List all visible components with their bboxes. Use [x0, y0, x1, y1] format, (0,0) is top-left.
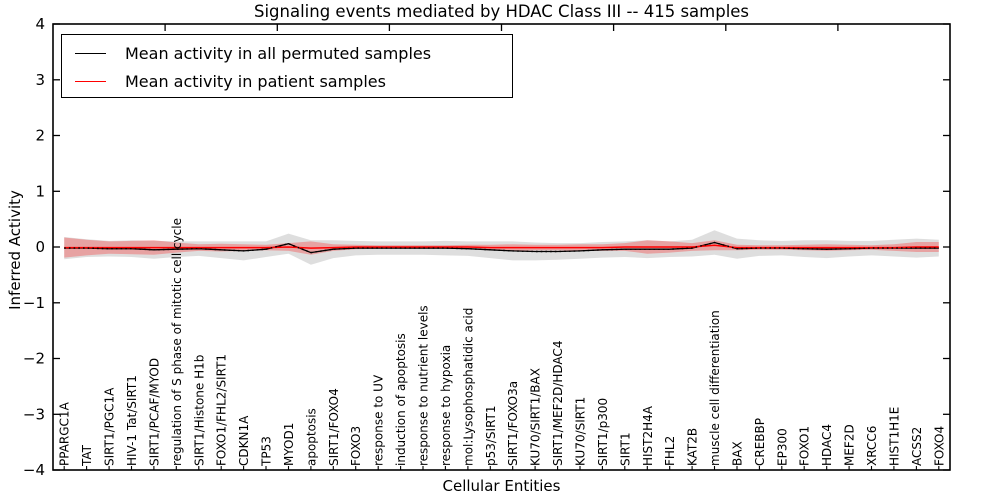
x-category-label: CDKN1A: [237, 415, 251, 466]
x-category-label: FOXO3: [349, 426, 363, 466]
x-category-label: PPARGC1A: [58, 401, 72, 466]
y-tick-label: 3: [35, 71, 45, 89]
x-category-label: EP300: [775, 428, 789, 466]
y-tick-label: −2: [23, 350, 45, 368]
y-tick-label: 1: [35, 182, 45, 200]
x-category-label: response to nutrient levels: [417, 305, 431, 466]
x-category-label: SIRT1/Histone H1b: [192, 355, 206, 466]
x-category-label: mol:Lysophosphatidic acid: [461, 308, 475, 466]
legend-label: Mean activity in all permuted samples: [125, 43, 432, 63]
y-tick-label: −3: [23, 405, 45, 423]
x-category-label: muscle cell differentiation: [708, 310, 722, 466]
x-category-label: response to UV: [372, 374, 386, 466]
x-category-label: p53/SIRT1: [484, 405, 498, 466]
x-category-label: TP53: [260, 436, 274, 467]
y-tick-label: −4: [23, 461, 45, 479]
black-line-swatch: [75, 52, 106, 54]
red-line-swatch: [75, 80, 106, 82]
x-category-label: SIRT1/p300: [596, 398, 610, 466]
legend-label: Mean activity in patient samples: [125, 71, 386, 91]
x-category-label: response to hypoxia: [439, 345, 453, 466]
y-axis-title: Inferred Activity: [6, 190, 25, 310]
x-category-label: MEF2D: [843, 424, 857, 466]
x-category-label: SIRT1/PGC1A: [103, 387, 117, 466]
legend-item-permuted: Mean activity in all permuted samples: [75, 39, 512, 67]
x-category-label: FOXO1/FHL2/SIRT1: [215, 354, 229, 466]
x-category-label: HIST2H4A: [641, 405, 655, 466]
x-category-label: regulation of S phase of mitotic cell cy…: [170, 218, 184, 466]
x-category-label: KU70/SIRT1/BAX: [529, 368, 543, 466]
x-category-label: KAT2B: [686, 428, 700, 466]
x-category-label: FOXO1: [798, 426, 812, 466]
x-category-label: SIRT1/PCAF/MYOD: [147, 358, 161, 466]
y-axis-title-wrap: Inferred Activity: [0, 0, 30, 500]
x-category-label: FHL2: [663, 436, 677, 466]
x-category-label: HDAC4: [820, 424, 834, 466]
x-category-label: ACSS2: [910, 427, 924, 466]
y-tick-label: −1: [23, 294, 45, 312]
permuted-dotted-overlay: [64, 241, 939, 254]
legend: Mean activity in all permuted samples Me…: [61, 34, 513, 98]
x-category-label: SIRT1: [618, 432, 632, 466]
patient-mean-line: [64, 244, 939, 249]
x-category-label: FOXO4: [932, 426, 946, 466]
y-tick-label: 2: [35, 127, 45, 145]
x-category-label: HIV-1 Tat/SIRT1: [125, 375, 139, 466]
x-category-label: BAX: [731, 441, 745, 466]
x-category-label: SIRT1/FOXO4: [327, 388, 341, 466]
x-category-label: TAT: [80, 444, 94, 467]
legend-item-patient: Mean activity in patient samples: [75, 67, 512, 95]
x-category-label: CREBBP: [753, 418, 767, 466]
y-tick-label: 0: [35, 238, 45, 256]
chart-title: Signaling events mediated by HDAC Class …: [253, 2, 750, 21]
x-category-label: XRCC6: [865, 426, 879, 466]
x-category-label: HIST1H1E: [887, 407, 901, 466]
x-category-label: MYOD1: [282, 423, 296, 466]
x-category-label: SIRT1/MEF2D/HDAC4: [551, 341, 565, 466]
x-category-label: apoptosis: [304, 408, 318, 466]
x-category-label: KU70/SIRT1: [574, 397, 588, 466]
x-category-label: induction of apoptosis: [394, 333, 408, 466]
y-tick-label: 4: [35, 15, 45, 33]
x-category-label: SIRT1/FOXO3a: [506, 381, 520, 466]
x-axis-title: Cellular Entities: [442, 477, 561, 495]
